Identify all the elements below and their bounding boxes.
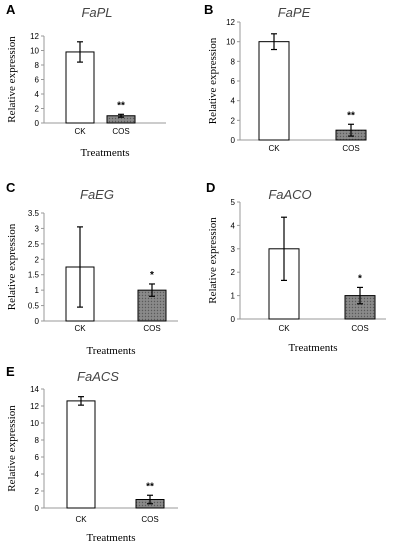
y-tick-label: 2 (35, 255, 40, 264)
category-label-cos: COS (342, 144, 359, 153)
category-label-ck: CK (75, 515, 87, 524)
x-axis-label: Treatments (80, 147, 129, 159)
y-tick-label: 2 (231, 116, 236, 125)
y-tick-label: 2 (231, 268, 236, 277)
chart-panel-c: C FaEG 0 0.5 1 1.5 2 2.5 3 3.5 Relative expression… (6, 180, 178, 357)
y-tick-label: 0 (231, 136, 236, 145)
y-axis-label: Relative expression (207, 37, 219, 124)
y-axis-label: Relative expression (6, 36, 18, 123)
y-tick-label: 10 (226, 38, 235, 47)
category-label-cos: COS (143, 324, 160, 333)
y-tick-label: 8 (35, 61, 40, 70)
y-tick-label: 6 (35, 453, 40, 462)
y-tick-label: 0 (35, 119, 40, 128)
y-tick-label: 10 (30, 419, 39, 428)
y-tick-label: 6 (35, 76, 40, 85)
chart-title: FaEG (80, 187, 114, 202)
significance-marker: * (150, 270, 154, 281)
y-tick-label: 8 (231, 57, 236, 66)
y-tick-label: 8 (35, 436, 40, 445)
panel-letter: D (206, 180, 215, 195)
category-label-ck: CK (278, 324, 290, 333)
chart-panel-a: A FaPL 0 2 4 6 8 10 12 Relative expression CK ** COS… (6, 2, 166, 159)
y-tick-label: 12 (226, 18, 235, 27)
category-label-ck: CK (268, 144, 280, 153)
chart-title: FaACO (268, 187, 311, 202)
y-tick-label: 0 (35, 504, 40, 513)
y-tick-label: 10 (30, 47, 39, 56)
y-tick-label: 0.5 (28, 302, 40, 311)
significance-marker: * (358, 273, 362, 284)
panel-letter: B (204, 2, 213, 17)
category-label-cos: COS (351, 324, 368, 333)
chart-title: FaACS (77, 369, 119, 384)
y-tick-label: 12 (30, 402, 39, 411)
bar-ck (258, 41, 290, 141)
y-tick-label: 4 (35, 470, 40, 479)
y-tick-label: 1 (231, 292, 236, 301)
y-tick-label: 2 (35, 487, 40, 496)
x-axis-label: Treatments (86, 532, 135, 544)
significance-marker: ** (117, 100, 125, 111)
y-tick-label: 14 (30, 385, 39, 394)
category-label-cos: COS (112, 127, 129, 136)
y-tick-label: 4 (231, 97, 236, 106)
y-tick-label: 4 (231, 221, 236, 230)
y-tick-label: 0 (35, 317, 40, 326)
chart-panel-e: E FaACS 0 2 4 6 8 10 12 14 Relative expression CK **… (6, 364, 178, 544)
y-axis-label: Relative expression (207, 217, 219, 304)
significance-marker: ** (347, 110, 355, 121)
panel-letter: E (6, 364, 15, 379)
significance-marker: ** (146, 481, 154, 492)
x-axis-label: Treatments (86, 345, 135, 357)
chart-panel-b: B FaPE 0 2 4 6 8 10 12 Relative expression CK ** COS (204, 2, 367, 153)
y-tick-label: 2.5 (28, 240, 40, 249)
chart-title: FaPE (278, 5, 311, 20)
y-tick-label: 1.5 (28, 271, 40, 280)
y-tick-label: 5 (231, 198, 236, 207)
panel-letter: A (6, 2, 16, 17)
y-tick-label: 2 (35, 105, 40, 114)
y-tick-label: 3.5 (28, 209, 40, 218)
y-tick-label: 1 (35, 286, 40, 295)
y-tick-label: 3 (35, 224, 40, 233)
bar-ck (66, 400, 96, 509)
y-tick-label: 4 (35, 90, 40, 99)
category-label-ck: CK (74, 324, 86, 333)
panel-letter: C (6, 180, 16, 195)
x-axis-label: Treatments (288, 342, 337, 354)
y-tick-label: 3 (231, 245, 236, 254)
category-label-ck: CK (74, 127, 86, 136)
y-tick-label: 0 (231, 315, 236, 324)
y-tick-label: 6 (231, 77, 236, 86)
y-axis-label: Relative expression (6, 223, 18, 310)
y-tick-label: 12 (30, 32, 39, 41)
category-label-cos: COS (141, 515, 158, 524)
chart-panel-d: D FaACO 0 1 2 3 4 5 Relative expression CK * COS Tre… (206, 180, 386, 354)
chart-title: FaPL (81, 5, 112, 20)
y-axis-label: Relative expression (6, 405, 18, 492)
